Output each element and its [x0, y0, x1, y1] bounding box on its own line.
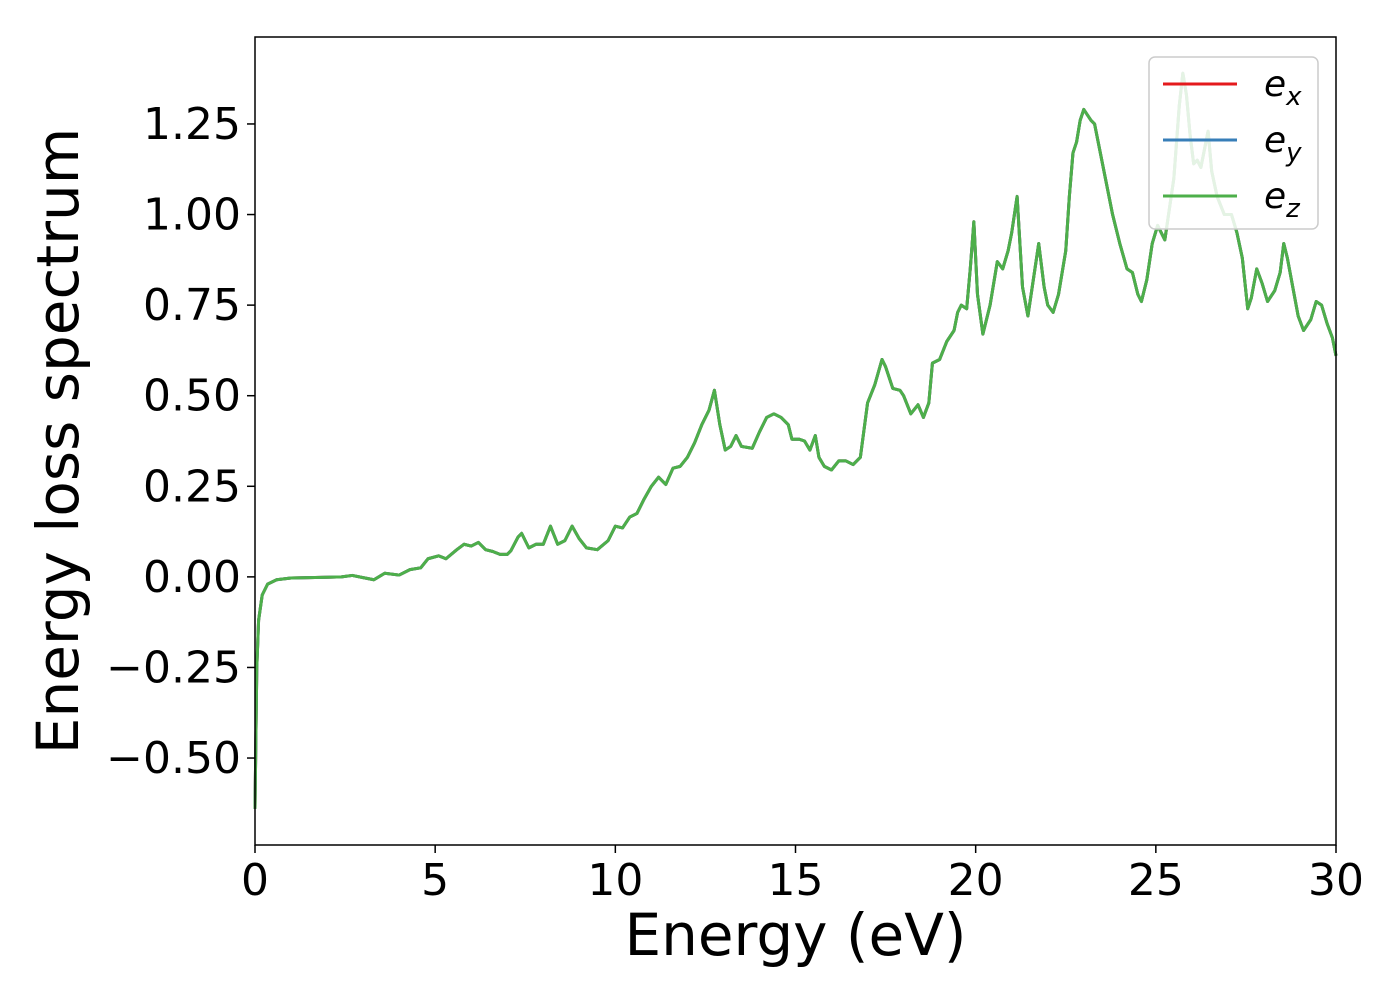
- legend-symbol: e: [1264, 120, 1286, 161]
- legend-label-ey: ey: [1264, 120, 1302, 168]
- y-tick-label: 0.00: [143, 552, 241, 603]
- legend-label-ez: ez: [1264, 176, 1301, 224]
- x-tick-label: 20: [948, 855, 1004, 906]
- y-tick-label: −0.25: [106, 642, 241, 693]
- y-tick-label: 1.25: [143, 99, 241, 150]
- x-tick-label: 10: [587, 855, 643, 906]
- legend-symbol: e: [1264, 64, 1286, 105]
- x-tick-label: 15: [768, 855, 824, 906]
- x-tick-label: 25: [1128, 855, 1184, 906]
- legend-subscript: z: [1285, 194, 1301, 224]
- legend-subscript: x: [1285, 82, 1302, 112]
- x-axis-ticks: 0 5 10 15 20 25 30: [241, 845, 1364, 906]
- y-tick-label: −0.50: [106, 733, 241, 784]
- legend-label-ex: ex: [1264, 64, 1302, 112]
- x-tick-label: 5: [421, 855, 449, 906]
- y-tick-label: 0.75: [143, 280, 241, 331]
- legend-box: [1148, 56, 1319, 230]
- x-tick-label: 30: [1308, 855, 1364, 906]
- x-axis-label: Energy (eV): [624, 901, 966, 969]
- x-tick-label: 0: [241, 855, 269, 906]
- y-tick-label: 1.00: [143, 190, 241, 241]
- legend-subscript: y: [1285, 138, 1302, 168]
- y-axis-ticks: −0.50 −0.25 0.00 0.25 0.50 0.75 1.00 1.25: [106, 99, 255, 784]
- y-tick-label: 0.50: [143, 371, 241, 422]
- legend-symbol: e: [1264, 176, 1286, 217]
- y-tick-label: 0.25: [143, 461, 241, 512]
- y-axis-label: Energy loss spectrum: [24, 128, 92, 754]
